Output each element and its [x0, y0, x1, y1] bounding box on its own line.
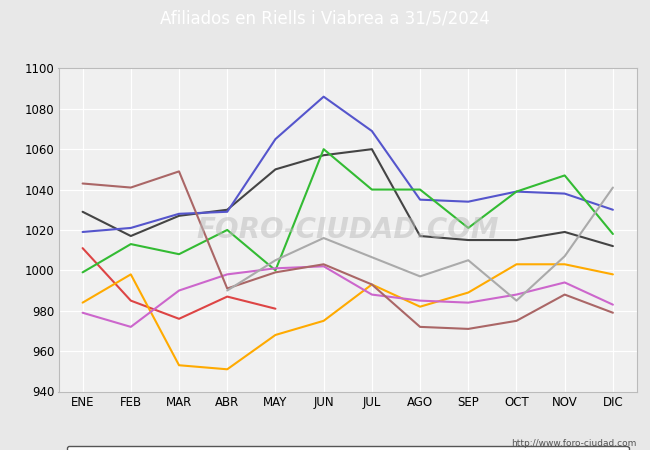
2020: [416, 304, 424, 310]
2023: [609, 243, 617, 249]
2018: [320, 261, 328, 267]
2024: [79, 245, 86, 251]
2017: [416, 274, 424, 279]
2022: [320, 94, 328, 99]
2019: [272, 266, 280, 271]
2021: [513, 189, 521, 194]
Line: 2023: 2023: [83, 149, 613, 246]
2019: [224, 272, 231, 277]
2019: [175, 288, 183, 293]
2018: [224, 286, 231, 291]
2021: [272, 268, 280, 273]
2023: [320, 153, 328, 158]
2020: [609, 272, 617, 277]
2024: [127, 298, 135, 303]
2019: [127, 324, 135, 329]
2020: [320, 318, 328, 324]
Text: http://www.foro-ciudad.com: http://www.foro-ciudad.com: [512, 439, 637, 448]
2018: [609, 310, 617, 315]
Text: Afiliados en Riells i Viabrea a 31/5/2024: Afiliados en Riells i Viabrea a 31/5/202…: [160, 9, 490, 27]
Line: 2019: 2019: [83, 266, 613, 327]
2023: [513, 237, 521, 243]
Line: 2021: 2021: [83, 149, 613, 272]
2018: [79, 181, 86, 186]
2018: [368, 282, 376, 287]
Legend: 2024, 2023, 2022, 2021, 2020, 2019, 2018, 2017: 2024, 2023, 2022, 2021, 2020, 2019, 2018…: [67, 446, 629, 450]
2019: [609, 302, 617, 307]
2022: [561, 191, 569, 196]
2024: [272, 306, 280, 311]
2023: [127, 233, 135, 238]
2019: [320, 264, 328, 269]
2021: [224, 227, 231, 233]
2022: [368, 128, 376, 134]
2018: [416, 324, 424, 329]
2020: [368, 282, 376, 287]
2021: [561, 173, 569, 178]
2017: [561, 253, 569, 259]
2020: [561, 261, 569, 267]
2020: [272, 332, 280, 338]
Line: 2020: 2020: [83, 264, 613, 369]
Text: FORO-CIUDAD.COM: FORO-CIUDAD.COM: [196, 216, 499, 244]
2021: [320, 146, 328, 152]
2018: [464, 326, 472, 332]
2023: [368, 146, 376, 152]
2022: [175, 211, 183, 216]
Line: 2022: 2022: [83, 97, 613, 232]
2019: [368, 292, 376, 297]
2020: [79, 300, 86, 306]
2023: [175, 213, 183, 219]
2022: [609, 207, 617, 212]
2018: [561, 292, 569, 297]
2019: [464, 300, 472, 306]
2024: [224, 294, 231, 299]
2022: [127, 225, 135, 231]
2019: [79, 310, 86, 315]
2019: [513, 292, 521, 297]
2024: [175, 316, 183, 321]
2017: [513, 298, 521, 303]
2018: [127, 185, 135, 190]
2023: [79, 209, 86, 215]
2023: [561, 229, 569, 234]
2017: [609, 185, 617, 190]
2021: [79, 270, 86, 275]
2018: [513, 318, 521, 324]
2022: [272, 136, 280, 142]
2021: [127, 241, 135, 247]
2017: [464, 257, 472, 263]
2020: [464, 290, 472, 295]
2020: [175, 363, 183, 368]
2022: [513, 189, 521, 194]
2022: [464, 199, 472, 204]
Line: 2018: 2018: [83, 171, 613, 329]
2021: [368, 187, 376, 192]
2020: [224, 367, 231, 372]
2022: [416, 197, 424, 202]
2022: [79, 229, 86, 234]
Line: 2024: 2024: [83, 248, 276, 319]
2021: [609, 231, 617, 237]
2021: [464, 225, 472, 231]
2020: [513, 261, 521, 267]
2021: [416, 187, 424, 192]
2023: [416, 233, 424, 238]
Line: 2017: 2017: [227, 188, 613, 301]
2021: [175, 252, 183, 257]
2020: [127, 272, 135, 277]
2023: [224, 207, 231, 212]
2017: [320, 235, 328, 241]
2018: [175, 169, 183, 174]
2017: [224, 288, 231, 293]
2017: [272, 257, 280, 263]
2022: [224, 209, 231, 215]
2019: [416, 298, 424, 303]
2018: [272, 270, 280, 275]
2019: [561, 280, 569, 285]
2023: [272, 166, 280, 172]
2023: [464, 237, 472, 243]
